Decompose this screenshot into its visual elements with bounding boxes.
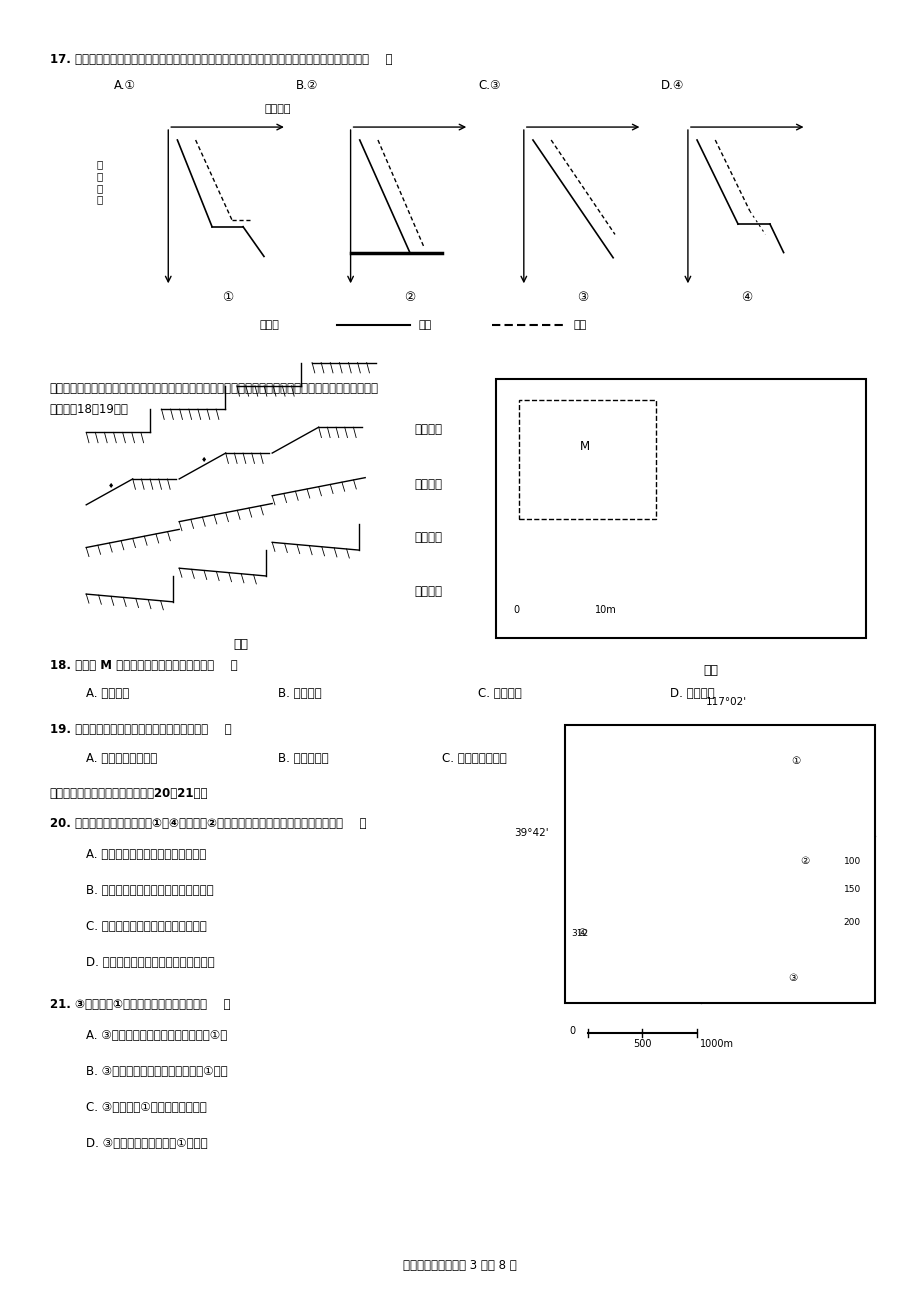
- Text: 图乙: 图乙: [703, 664, 718, 677]
- Text: M: M: [579, 440, 589, 453]
- Text: A.①: A.①: [113, 79, 135, 92]
- Text: 图例：: 图例：: [259, 320, 279, 329]
- Text: 150: 150: [843, 884, 860, 893]
- Text: D. 便于灌溉施肥: D. 便于灌溉施肥: [623, 753, 682, 764]
- Text: C. ③地气温较①地高，且日变化大: C. ③地气温较①地高，且日变化大: [86, 1101, 207, 1115]
- Text: ③: ③: [577, 292, 588, 305]
- Text: 19. 在黄土高原缓坡上修筑反坡梯田的优点是（    ）: 19. 在黄土高原缓坡上修筑反坡梯田的优点是（ ）: [50, 724, 231, 737]
- Text: 0: 0: [569, 1026, 575, 1036]
- Bar: [496, 379, 865, 638]
- Text: 横波: 横波: [573, 320, 586, 329]
- Text: 水平梯田: 水平梯田: [414, 423, 442, 436]
- Text: ①: ①: [790, 755, 800, 766]
- Text: C. 利于机械化耕作: C. 利于机械化耕作: [441, 753, 506, 764]
- Text: 20. 某校学生在此交流，途径①－④时发现，②地森林生长最旺盛，请分析原因可能是（    ）: 20. 某校学生在此交流，途径①－④时发现，②地森林生长最旺盛，请分析原因可能是…: [50, 816, 366, 829]
- Text: ♦: ♦: [200, 457, 207, 464]
- Text: D. 反坡梯田: D. 反坡梯田: [669, 687, 713, 700]
- Text: B. 坡式梯田: B. 坡式梯田: [278, 687, 321, 700]
- Text: 图甲: 图甲: [233, 638, 248, 651]
- Text: 坡式梯田: 坡式梯田: [414, 531, 442, 544]
- Text: ③: ③: [788, 973, 797, 983]
- Text: 纵波: 纵波: [418, 320, 432, 329]
- Text: 117°02': 117°02': [705, 697, 746, 707]
- Text: 地震速度: 地震速度: [264, 104, 290, 115]
- Text: ♦: ♦: [108, 483, 114, 490]
- Text: ②: ②: [403, 292, 415, 305]
- Text: 梯田是因地制宜发展农业生产的典范。图甲是四种不同类型梯田的剖面示意图，图乙是某地等高线地形图。
读图回答18～19题。: 梯田是因地制宜发展农业生产的典范。图甲是四种不同类型梯田的剖面示意图，图乙是某地…: [50, 381, 379, 415]
- Text: B. 修筑难度小: B. 修筑难度小: [278, 753, 328, 764]
- Text: B. 因处于山脊，地势高，光照条件最好: B. 因处于山脊，地势高，光照条件最好: [86, 884, 213, 897]
- Text: 隔坡梯田: 隔坡梯田: [414, 478, 442, 491]
- Text: 100: 100: [843, 857, 860, 866]
- Text: A. 因地势较低，热量远优于其他三地: A. 因地势较低，热量远优于其他三地: [86, 848, 206, 861]
- Text: 18. 图乙中 M 区地形适合修筑的梯田类型是（    ）: 18. 图乙中 M 区地形适合修筑的梯田类型是（ ）: [50, 659, 237, 672]
- Text: A. 水平梯田: A. 水平梯田: [86, 687, 130, 700]
- Text: 10m: 10m: [595, 604, 616, 615]
- Text: 312: 312: [571, 930, 587, 939]
- Text: 21. ③地森林比①地长势较好的原因可能是（    ）: 21. ③地森林比①地长势较好的原因可能是（ ）: [50, 997, 230, 1010]
- Text: C.③: C.③: [478, 79, 500, 92]
- Text: A. ③地日照较强，太阳辐射收入多于①地: A. ③地日照较强，太阳辐射收入多于①地: [86, 1029, 227, 1042]
- Text: 17. 地质学家常利用地震波来寻找海底油气矿藏，下列四幅地震波示意图中表示海底储有石油的是（    ）: 17. 地质学家常利用地震波来寻找海底油气矿藏，下列四幅地震波示意图中表示海底储…: [50, 53, 391, 66]
- Text: D. ③地降水较多，水源比①地充足: D. ③地降水较多，水源比①地充足: [86, 1138, 208, 1151]
- Text: 反坡梯田: 反坡梯田: [414, 585, 442, 598]
- Text: D. 因受地形影响，降水较其他地区丰富: D. 因受地形影响，降水较其他地区丰富: [86, 956, 215, 969]
- Text: 地
壳
深
度: 地 壳 深 度: [96, 160, 103, 204]
- Text: 200: 200: [843, 918, 860, 927]
- Text: ②: ②: [800, 855, 809, 866]
- Text: B.②: B.②: [296, 79, 318, 92]
- Text: ④: ④: [576, 928, 585, 939]
- Text: C. 隔坡梯田: C. 隔坡梯田: [478, 687, 521, 700]
- Text: ④: ④: [741, 292, 752, 305]
- Text: 右图为我国某地地形图，读图回答20～21题。: 右图为我国某地地形图，读图回答20～21题。: [50, 786, 208, 799]
- Text: B. ③地蒸发较少，土壤水分条件比①地好: B. ③地蒸发较少，土壤水分条件比①地好: [86, 1065, 228, 1078]
- Text: ①: ①: [221, 292, 233, 305]
- Text: 0: 0: [512, 604, 518, 615]
- Bar: [518, 400, 655, 519]
- Text: 39°42': 39°42': [513, 828, 548, 838]
- Bar: [564, 725, 874, 1003]
- Text: A. 保水保土效果更好: A. 保水保土效果更好: [86, 753, 157, 764]
- Text: D.④: D.④: [660, 79, 683, 92]
- Text: 500: 500: [632, 1039, 651, 1049]
- Text: 高三月考地理试题第 3 页共 8 页: 高三月考地理试题第 3 页共 8 页: [403, 1259, 516, 1272]
- Text: 1000m: 1000m: [699, 1039, 733, 1049]
- Text: C. 因地势平坦，土层深厚，土壤肥沃: C. 因地势平坦，土层深厚，土壤肥沃: [86, 921, 207, 934]
